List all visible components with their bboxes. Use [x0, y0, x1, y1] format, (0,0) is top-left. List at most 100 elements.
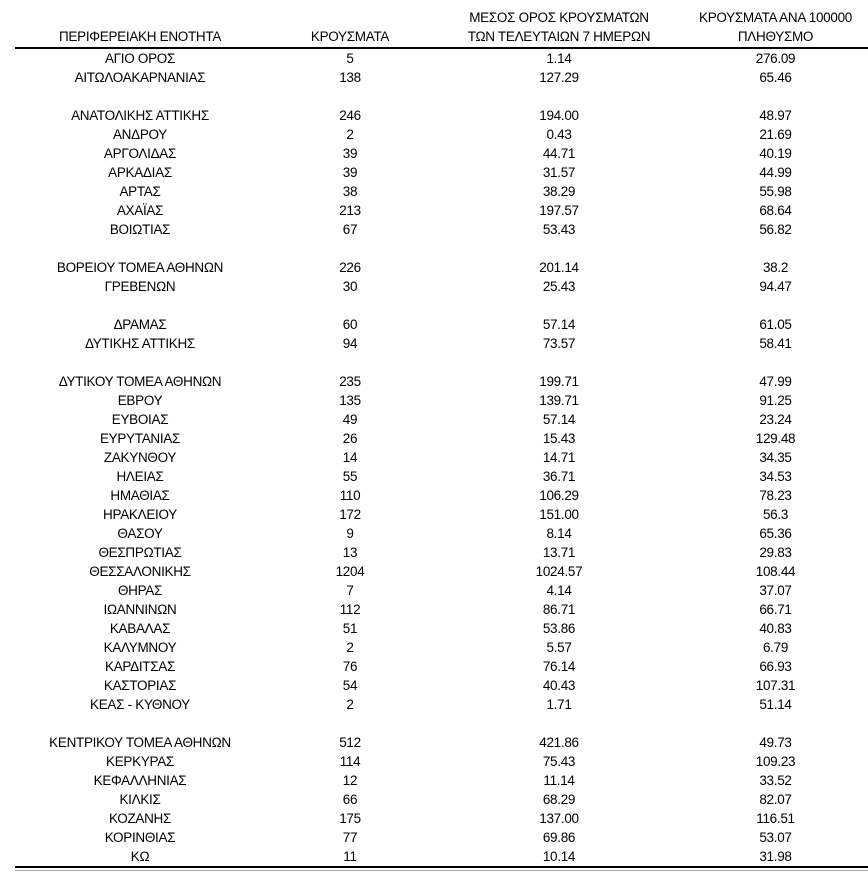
- group-spacer-row: [15, 87, 868, 106]
- avg7-cell: 10.14: [542, 849, 576, 864]
- table-row: ΚΕΑΣ - ΚΥΘΝΟΥ 2 1.71 51.14: [15, 695, 868, 714]
- avg7-cell: 38.29: [542, 184, 576, 199]
- cases-cell: 9: [346, 526, 354, 541]
- cases-cell: 49: [342, 412, 358, 427]
- per100k-cell: 276.09: [755, 51, 796, 66]
- table-row: ΔΡΑΜΑΣ 60 57.14 61.05: [15, 315, 868, 334]
- cases-cell: 30: [342, 279, 358, 294]
- group-spacer-row: [15, 353, 868, 372]
- region-cell: ΚΟΖΑΝΗΣ: [108, 811, 172, 826]
- column-header-cases-label: ΚΡΟΥΣΜΑΤΑ: [310, 29, 390, 44]
- per100k-cell: 82.07: [759, 792, 792, 807]
- per100k-cell: 47.99: [759, 374, 792, 389]
- column-header-avg7: ΜΕΣΟΣ ΟΡΟΣ ΚΡΟΥΣΜΑΤΩΝ ΤΩΝ ΤΕΛΕΥΤΑΙΩΝ 7 Η…: [435, 8, 683, 48]
- avg7-cell: 11.14: [543, 773, 575, 788]
- region-cell: ΚΩ: [130, 849, 150, 864]
- region-cell: ΔΡΑΜΑΣ: [113, 317, 167, 332]
- per100k-cell: 91.25: [759, 393, 792, 408]
- avg7-cell: 44.71: [542, 146, 576, 161]
- table-row: ΑΙΤΩΛΟΑΚΑΡΝΑΝΙΑΣ 138 127.29 65.46: [15, 68, 868, 87]
- region-cell: ΚΑΛΥΜΝΟΥ: [103, 640, 177, 655]
- region-cell: ΑΓΙΟ ΟΡΟΣ: [104, 51, 176, 66]
- cases-cell: 110: [339, 488, 361, 503]
- region-cell: ΒΟΡΕΙΟΥ ΤΟΜΕΑ ΑΘΗΝΩΝ: [56, 260, 224, 275]
- cases-cell: 135: [339, 393, 361, 408]
- per100k-cell: 55.98: [759, 184, 792, 199]
- per100k-cell: 107.31: [755, 678, 796, 693]
- per100k-cell: 23.24: [759, 412, 792, 427]
- per100k-cell: 37.07: [759, 583, 792, 598]
- avg7-cell: 25.43: [542, 279, 576, 294]
- table-row: ΗΜΑΘΙΑΣ 110 106.29 78.23: [15, 486, 868, 505]
- region-cell: ΘΕΣΠΡΩΤΙΑΣ: [98, 545, 182, 560]
- per100k-cell: 51.14: [759, 697, 792, 712]
- avg7-cell: 1.14: [546, 51, 572, 66]
- table-row: ΑΡΤΑΣ 38 38.29 55.98: [15, 182, 868, 201]
- region-cell: ΚΙΛΚΙΣ: [119, 792, 161, 807]
- cases-cell: 11: [343, 849, 357, 864]
- per100k-cell: 44.99: [759, 165, 792, 180]
- region-cell: ΚΑΡΔΙΤΣΑΣ: [104, 659, 176, 674]
- cases-cell: 1204: [335, 564, 365, 579]
- per100k-cell: 56.3: [762, 507, 789, 522]
- cases-cell: 55: [342, 469, 358, 484]
- cases-cell: 12: [342, 773, 358, 788]
- avg7-cell: 57.14: [542, 412, 576, 427]
- table-body: ΑΓΙΟ ΟΡΟΣ 5 1.14 276.09 ΑΙΤΩΛΟΑΚΑΡΝΑΝΙΑΣ 138 1…: [15, 48, 868, 867]
- per100k-cell: 66.93: [759, 659, 792, 674]
- region-cell: ΚΕΑΣ - ΚΥΘΝΟΥ: [89, 697, 191, 712]
- region-cell: ΗΜΑΘΙΑΣ: [110, 488, 170, 503]
- table-row: ΑΓΙΟ ΟΡΟΣ 5 1.14 276.09: [15, 48, 868, 68]
- per100k-cell: 108.44: [755, 564, 796, 579]
- table-row: ΚΑΒΑΛΑΣ 51 53.86 40.83: [15, 619, 868, 638]
- cases-cell: 76: [342, 659, 358, 674]
- per100k-cell: 58.41: [759, 336, 792, 351]
- cases-cell: 14: [342, 450, 358, 465]
- avg7-cell: 0.43: [546, 127, 572, 142]
- avg7-cell: 106.29: [539, 488, 579, 503]
- per100k-cell: 61.05: [759, 317, 792, 332]
- region-cell: ΚΕΝΤΡΙΚΟΥ ΤΟΜΕΑ ΑΘΗΝΩΝ: [49, 735, 231, 750]
- per100k-cell: 109.23: [755, 754, 796, 769]
- cases-cell: 226: [339, 260, 361, 275]
- region-cell: ΚΕΦΑΛΛΗΝΙΑΣ: [93, 773, 187, 788]
- table-row: ΑΝΑΤΟΛΙΚΗΣ ΑΤΤΙΚΗΣ 246 194.00 48.97: [15, 106, 868, 125]
- avg7-cell: 201.14: [539, 260, 579, 275]
- cases-cell: 39: [342, 146, 358, 161]
- per100k-cell: 68.64: [759, 203, 792, 218]
- cases-cell: 54: [342, 678, 358, 693]
- table-row: ΚΕΝΤΡΙΚΟΥ ΤΟΜΕΑ ΑΘΗΝΩΝ 512 421.86 49.73: [15, 733, 868, 752]
- per100k-cell: 94.47: [759, 279, 792, 294]
- table-header: ΠΕΡΙΦΕΡΕΙΑΚΗ ΕΝΟΤΗΤΑ ΚΡΟΥΣΜΑΤΑ ΜΕΣΟΣ ΟΡΟ…: [15, 8, 868, 48]
- region-cell: ΕΥΒΟΙΑΣ: [111, 412, 169, 427]
- avg7-cell: 36.71: [542, 469, 576, 484]
- region-cell: ΗΛΕΙΑΣ: [116, 469, 164, 484]
- table-row: ΒΟΡΕΙΟΥ ΤΟΜΕΑ ΑΘΗΝΩΝ 226 201.14 38.2: [15, 258, 868, 277]
- avg7-cell: 4.14: [546, 583, 572, 598]
- avg7-cell: 69.86: [542, 830, 576, 845]
- table-row: ΚΑΛΥΜΝΟΥ 2 5.57 6.79: [15, 638, 868, 657]
- spacer-cell: [15, 714, 868, 733]
- column-header-per100k-line1: ΚΡΟΥΣΜΑΤΑ ΑΝΑ 100000: [699, 10, 852, 25]
- region-cell: ΕΥΡΥΤΑΝΙΑΣ: [99, 431, 181, 446]
- table-row: ΚΙΛΚΙΣ 66 68.29 82.07: [15, 790, 868, 809]
- table-bottom-rule: [15, 870, 868, 871]
- table-row: ΑΡΚΑΔΙΑΣ 39 31.57 44.99: [15, 163, 868, 182]
- region-cell: ΖΑΚΥΝΘΟΥ: [103, 450, 177, 465]
- table-row: ΘΕΣΣΑΛΟΝΙΚΗΣ 1204 1024.57 108.44: [15, 562, 868, 581]
- column-header-region: ΠΕΡΙΦΕΡΕΙΑΚΗ ΕΝΟΤΗΤΑ: [15, 8, 265, 48]
- region-cell: ΙΩΑΝΝΙΝΩΝ: [103, 602, 177, 617]
- cases-cell: 114: [339, 754, 361, 769]
- per100k-cell: 21.69: [759, 127, 792, 142]
- cases-cell: 246: [339, 108, 361, 123]
- cases-cell: 77: [342, 830, 358, 845]
- per100k-cell: 49.73: [759, 735, 792, 750]
- per100k-cell: 33.52: [759, 773, 792, 788]
- avg7-cell: 14.71: [542, 450, 576, 465]
- avg7-cell: 73.57: [542, 336, 576, 351]
- avg7-cell: 199.71: [539, 374, 579, 389]
- avg7-cell: 40.43: [542, 678, 576, 693]
- cases-cell: 2: [346, 127, 354, 142]
- region-cell: ΑΡΤΑΣ: [119, 184, 161, 199]
